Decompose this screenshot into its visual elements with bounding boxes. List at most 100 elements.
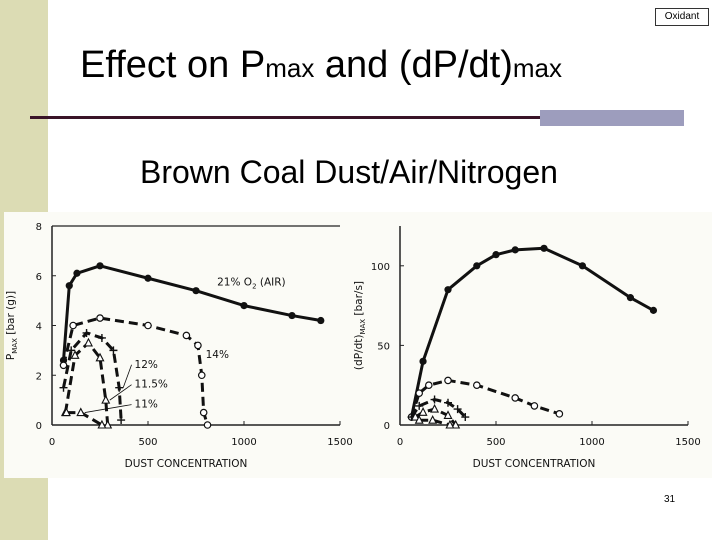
data-point <box>103 419 113 429</box>
data-point <box>69 321 77 330</box>
series-line <box>419 418 451 427</box>
data-point <box>444 398 452 407</box>
data-point <box>203 421 212 429</box>
data-point <box>288 311 296 320</box>
x-tick-label: 0 <box>397 437 403 448</box>
data-point <box>461 413 470 422</box>
data-point <box>317 316 325 325</box>
data-point <box>578 262 587 270</box>
y-axis-label-sub: MAX <box>359 319 367 335</box>
y-tick-label: 8 <box>36 222 42 233</box>
series-label-leader <box>109 384 132 401</box>
y-axis-label-unit: [bar (g)] <box>5 291 17 338</box>
data-point <box>414 415 424 424</box>
data-point <box>101 394 111 404</box>
series-3: 12% <box>59 328 158 425</box>
y-tick-label: 6 <box>36 272 42 283</box>
y-axis-label-unit: [bar/s] <box>353 281 365 319</box>
series-label-tail: (AIR) <box>257 277 286 289</box>
series-label-main: 14% <box>206 349 229 361</box>
data-point <box>59 383 68 392</box>
title-sub-max-2: max <box>512 53 563 83</box>
x-tick-label: 500 <box>486 437 505 448</box>
data-point <box>144 321 152 330</box>
data-point <box>199 408 208 417</box>
data-point <box>115 383 124 392</box>
data-point <box>511 246 519 254</box>
series-label-main: 11% <box>135 399 158 411</box>
data-point <box>59 361 68 370</box>
data-point <box>70 350 80 359</box>
series-label: 11.5% <box>135 379 168 391</box>
data-point <box>419 357 427 365</box>
y-axis-label: PMAX [bar (g)] <box>5 291 19 360</box>
data-point <box>443 410 453 419</box>
data-point <box>415 389 424 397</box>
data-point <box>76 407 86 417</box>
y-tick-label: 0 <box>36 421 42 432</box>
series-label-main: 12% <box>135 359 158 371</box>
x-axis-label: DUST CONCENTRATION <box>473 458 596 470</box>
series-label-sub: 2 <box>252 283 256 291</box>
series-1: 21% O2 (AIR) <box>59 262 325 364</box>
data-point <box>444 286 452 294</box>
series-label: 21% O2 (AIR) <box>217 277 286 291</box>
data-point <box>97 333 106 342</box>
chart-panel-1: 0 500 1000 1500 0 2 4 6 8 DUST CONCENTRATION PMAX … <box>5 222 353 470</box>
page-number: 31 <box>664 494 676 505</box>
series-line <box>63 341 110 426</box>
data-point <box>194 341 202 350</box>
slide-subtitle: Brown Coal Dust/Air/Nitrogen <box>140 154 558 190</box>
data-point <box>472 381 481 390</box>
x-axis-label: DUST CONCENTRATION <box>125 458 248 470</box>
data-point <box>626 294 635 302</box>
data-point <box>424 381 433 390</box>
series-label-main: 11.5% <box>135 379 168 391</box>
data-point <box>649 306 658 314</box>
data-point <box>95 352 105 362</box>
data-point <box>182 331 191 340</box>
data-point <box>415 401 424 410</box>
chart-panel-2: 0 500 1000 1500 0 50 100 DUST CONCENTRATION (dP/… <box>353 226 701 470</box>
title-mid: and (dP/dt) <box>314 44 513 86</box>
data-point <box>430 403 440 413</box>
data-point <box>530 402 539 410</box>
data-point <box>445 419 455 429</box>
data-point <box>109 346 118 355</box>
data-point <box>492 251 500 259</box>
series-2: 14% <box>59 314 229 429</box>
data-point <box>67 346 76 355</box>
title-divider <box>30 116 682 119</box>
series-line <box>410 398 467 419</box>
data-point <box>430 395 439 404</box>
slide-title: Effect on Pmax and (dP/dt)max <box>80 44 562 87</box>
data-point <box>451 419 461 429</box>
series-4 <box>410 403 461 429</box>
y-tick-label: 100 <box>371 262 390 273</box>
series-label: 12% <box>135 359 158 371</box>
y-axis-label: (dP/dt)MAX [bar/s] <box>353 281 367 370</box>
figure-background <box>4 212 712 478</box>
data-point <box>97 419 107 429</box>
series-label: 14% <box>206 349 229 361</box>
series-5 <box>414 415 455 429</box>
series-line <box>410 246 655 418</box>
y-tick-label: 50 <box>377 341 390 352</box>
data-point <box>96 262 104 270</box>
data-point <box>96 314 104 322</box>
data-point <box>240 302 248 310</box>
series-1 <box>407 244 658 421</box>
data-point <box>83 337 93 347</box>
x-tick-label: 500 <box>138 437 157 448</box>
data-point <box>410 411 420 421</box>
title-sub-max-1: max <box>265 53 315 83</box>
data-point <box>473 262 481 270</box>
data-point <box>540 244 548 252</box>
series-label: 11% <box>135 399 158 411</box>
title-divider-accent <box>540 110 684 126</box>
series-label-main: 21% O <box>217 277 252 289</box>
data-point <box>117 416 126 425</box>
data-point <box>192 287 200 295</box>
series-5: 11% <box>61 399 158 429</box>
